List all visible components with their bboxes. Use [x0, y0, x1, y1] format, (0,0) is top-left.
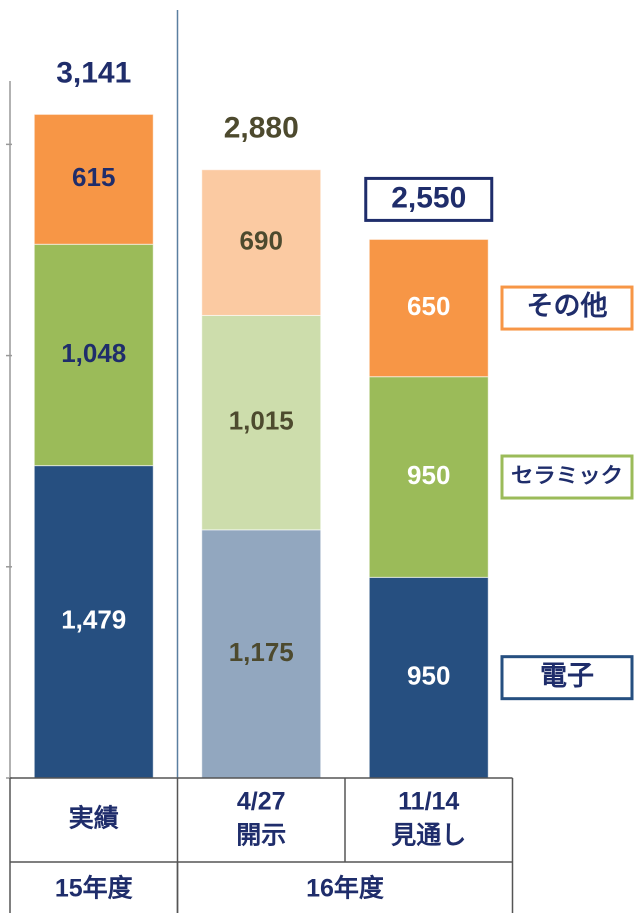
- group-label: 16年度: [306, 874, 384, 903]
- total-box: [364, 176, 494, 222]
- bar-segment: [368, 376, 489, 578]
- category-label: 11/14: [398, 788, 459, 816]
- legend-label: 電子: [540, 661, 594, 691]
- legend-box: [500, 454, 634, 500]
- bar-segment: [201, 169, 322, 316]
- bar-segment: [33, 113, 154, 245]
- value-label: 650: [407, 291, 450, 321]
- value-label: 1,015: [229, 406, 294, 436]
- category-label: 実績: [69, 804, 119, 833]
- category-label: 4/27: [237, 788, 286, 816]
- bar-segment: [368, 576, 489, 779]
- total-label: 2,550: [391, 181, 466, 214]
- value-label: 690: [240, 225, 283, 255]
- value-label: 1,175: [229, 637, 294, 667]
- legend-box: [500, 285, 634, 331]
- total-label: 2,880: [224, 112, 299, 145]
- bar-segment: [33, 465, 154, 779]
- group-label: 15年度: [55, 874, 133, 903]
- value-label: 615: [72, 162, 115, 192]
- legend-box: [500, 655, 634, 701]
- bar-segment: [368, 238, 489, 378]
- total-label: 3,141: [56, 57, 131, 90]
- legend-label: セラミック: [511, 465, 623, 488]
- category-label: 見通し: [391, 822, 466, 850]
- value-label: 950: [407, 460, 450, 490]
- bar-segment: [33, 243, 154, 467]
- value-label: 950: [407, 661, 450, 691]
- legend-label: その他: [527, 291, 608, 321]
- bar-segment: [201, 314, 322, 531]
- value-label: 1,479: [61, 605, 126, 635]
- value-label: 1,048: [61, 338, 126, 368]
- category-label: 開示: [236, 822, 286, 850]
